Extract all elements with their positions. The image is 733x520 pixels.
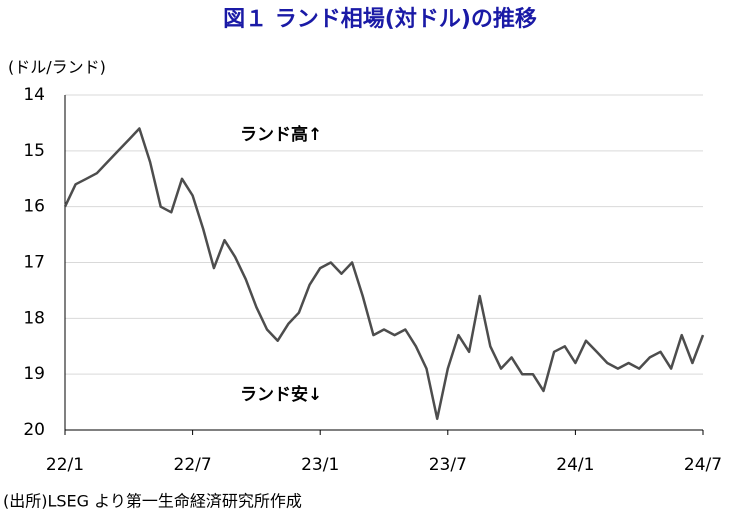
x-tick-label: 22/1: [46, 455, 84, 475]
x-tick-label: 24/7: [684, 455, 722, 475]
y-tick-label: 19: [23, 364, 45, 384]
x-tick-label: 22/7: [174, 455, 212, 475]
y-axis-label: (ドル/ランド): [8, 58, 106, 77]
x-tick-label: 23/7: [429, 455, 467, 475]
y-tick-label: 16: [23, 197, 45, 217]
y-tick-label: 18: [23, 308, 45, 328]
line: [63, 127, 705, 421]
chart-title: 図１ ランド相場(対ドル)の推移: [223, 6, 537, 32]
y-tick-label: 14: [23, 85, 45, 105]
y-tick-label: 17: [23, 253, 45, 273]
annotation: ランド高↑: [240, 124, 322, 145]
source: (出所)LSEG より第一生命経済研究所作成: [3, 492, 302, 511]
x-tick-label: 24/1: [556, 455, 594, 475]
x-tick-label: 23/1: [301, 455, 339, 475]
annotation: ランド安↓: [240, 384, 322, 405]
y-tick-label: 20: [23, 420, 45, 440]
y-tick-label: 15: [23, 141, 45, 161]
